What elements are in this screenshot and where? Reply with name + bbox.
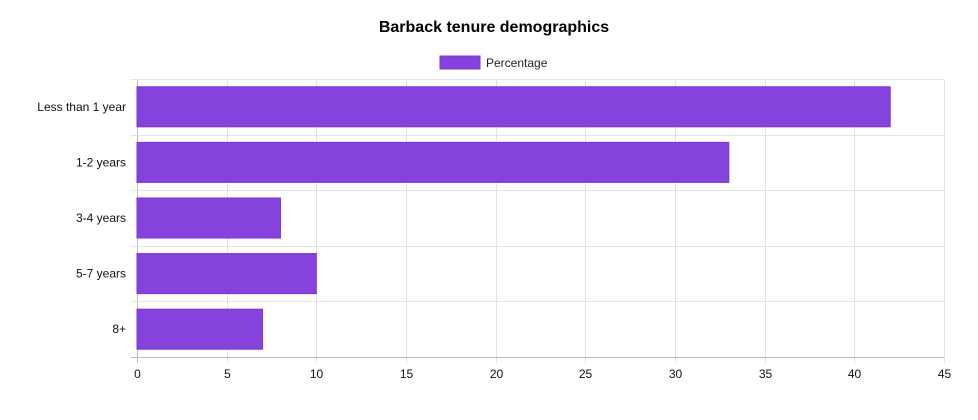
y-tick-label: 3-4 years (76, 211, 126, 225)
x-tick-label: 20 (490, 367, 504, 381)
x-tick-label: 5 (224, 367, 231, 381)
y-tick-label: Less than 1 year (37, 100, 126, 114)
bar[interactable] (136, 308, 264, 350)
x-tick-label: 0 (134, 367, 141, 381)
bar[interactable] (136, 253, 317, 295)
x-axis-labels: 0 5 10 15 20 25 30 35 40 45 (134, 367, 951, 381)
bar[interactable] (136, 141, 730, 183)
x-tick-label: 10 (310, 367, 324, 381)
bar[interactable] (136, 86, 891, 128)
x-tick-label: 35 (759, 367, 773, 381)
y-tick-label: 5-7 years (76, 267, 126, 281)
x-tick-label: 30 (669, 367, 683, 381)
legend-swatch (439, 55, 481, 70)
x-tick-label: 25 (579, 367, 593, 381)
legend-label: Percentage (486, 56, 548, 70)
y-axis-labels: Less than 1 year 1-2 years 3-4 years 5-7 ye… (37, 100, 126, 336)
y-tick-label: 1-2 years (76, 155, 126, 169)
x-tick-label: 15 (400, 367, 414, 381)
x-tick-label: 45 (938, 367, 952, 381)
x-tick-label: 40 (848, 367, 862, 381)
legend[interactable]: Percentage (439, 55, 548, 70)
chart-title: Barback tenure demographics (379, 19, 609, 36)
bar[interactable] (136, 197, 281, 239)
y-tick-label: 8+ (112, 322, 126, 336)
bars (136, 86, 891, 350)
